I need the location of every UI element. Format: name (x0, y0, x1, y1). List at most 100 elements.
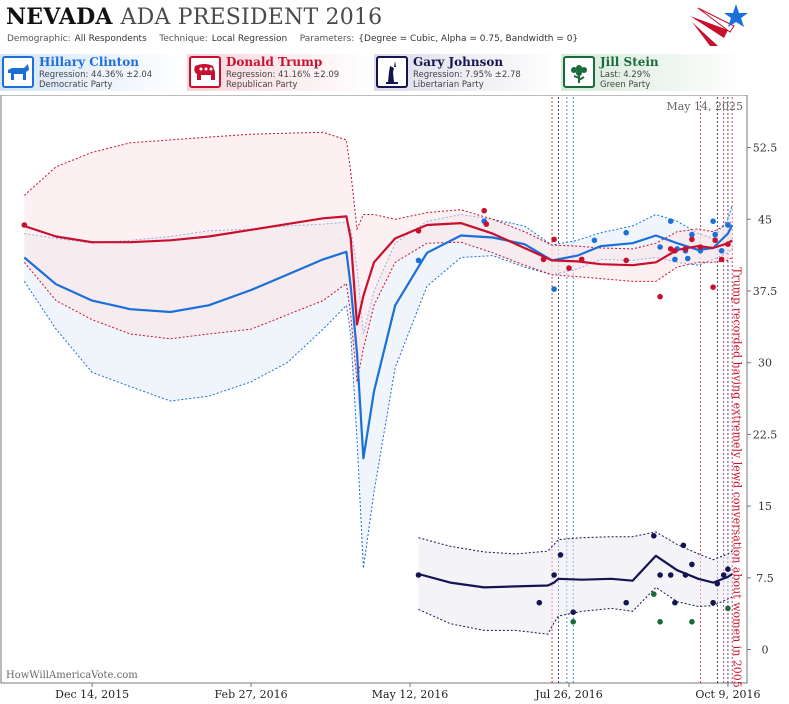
candidate-stein[interactable]: Jill Stein Last: 4.29% Green Party (561, 54, 746, 91)
y-tick-label: 52.5 (753, 142, 778, 155)
data-point (714, 580, 721, 587)
y-tick-label: 7.5 (756, 572, 774, 585)
star-logo-icon[interactable] (688, 2, 750, 48)
data-point (672, 256, 678, 263)
data-point (672, 599, 678, 606)
y-tick-label: 45 (758, 213, 772, 226)
data-point (689, 619, 695, 625)
x-tick-label: Jul 26, 2016 (534, 688, 603, 701)
data-point (682, 246, 689, 252)
data-point (21, 222, 28, 228)
trend-line (418, 554, 733, 589)
x-tick-label: Dec 14, 2015 (55, 688, 129, 701)
data-point (667, 218, 674, 224)
candidate-name: Donald Trump (226, 55, 323, 69)
data-point (712, 237, 718, 244)
event-annotation: Trump recorded having extremely lewd con… (731, 267, 744, 688)
points-jill-stein (570, 591, 731, 625)
x-tick-label: Feb 27, 2016 (215, 688, 288, 701)
data-point (557, 552, 564, 558)
data-point (623, 229, 629, 236)
data-point (551, 236, 557, 243)
x-tick-label: May 12, 2016 (372, 688, 449, 701)
data-point (712, 231, 718, 238)
y-tick-label: 30 (758, 357, 772, 370)
trend-line (23, 224, 734, 460)
candidate-clinton[interactable]: Hillary Clinton Regression: 44.36% ±2.04… (0, 54, 185, 91)
data-point (591, 237, 598, 244)
data-point (415, 257, 422, 264)
data-point (651, 591, 657, 597)
points-donald-trump (21, 207, 731, 300)
candidate-party: Libertarian Party (413, 80, 484, 90)
technique-value: Local Regression (211, 34, 288, 44)
x-tick-label: Oct 9, 2016 (695, 688, 760, 701)
data-point (725, 241, 731, 247)
parameters-value: {Degree = Cubic, Alpha = 0.75, Bandwidth… (358, 34, 579, 44)
data-point (725, 605, 731, 612)
data-point (697, 244, 704, 250)
statue-of-liberty-icon (376, 56, 408, 88)
data-point (536, 599, 543, 606)
header: NEVADA ADA PRESIDENT 2016 Demographic: Al… (0, 0, 789, 50)
data-point (651, 533, 657, 539)
candidate-trump[interactable]: Donald Trump Regression: 41.16% ±2.09 Re… (187, 54, 372, 91)
donkey-icon (2, 56, 34, 88)
data-point (710, 218, 716, 224)
y-tick-label: 22.5 (753, 428, 778, 441)
data-point (657, 293, 663, 300)
candidate-party: Green Party (600, 80, 651, 90)
data-point (481, 207, 488, 214)
y-tick-label: 0 (762, 644, 769, 657)
data-point (540, 256, 547, 263)
data-point (415, 572, 422, 578)
data-point (483, 221, 490, 227)
data-point (415, 228, 422, 234)
data-point (689, 236, 695, 243)
candidate-name: Jill Stein (600, 55, 659, 69)
data-point (672, 248, 678, 254)
data-point (667, 246, 674, 252)
data-point (718, 248, 725, 254)
candidate-legend: Hillary Clinton Regression: 44.36% ±2.04… (0, 54, 789, 92)
data-point (710, 599, 716, 606)
y-tick-label: 37.5 (753, 285, 778, 298)
poll-chart: 0 7.5 15 22.5 30 37.5 45 52.5 Dec 14, 2015 Feb 27… (0, 95, 778, 701)
data-point (578, 256, 585, 263)
data-point (551, 286, 557, 292)
data-point (718, 256, 725, 263)
data-point (570, 619, 576, 625)
data-point (682, 572, 689, 578)
candidate-last-value: Last: 4.29% (600, 70, 651, 80)
data-point (623, 257, 629, 264)
state-name: NEVADA (6, 4, 113, 30)
data-point (657, 572, 663, 578)
points-gary-johnson (415, 533, 731, 615)
demographic-value: All Respondents (74, 34, 147, 44)
candidate-name: Gary Johnson (413, 55, 504, 69)
candidate-party: Republican Party (226, 80, 298, 90)
data-point (570, 609, 576, 615)
trend-line (23, 215, 733, 326)
demographic-label: Demographic: (7, 34, 71, 44)
candidate-regression: Regression: 41.16% ±2.09 (226, 70, 340, 80)
data-point (725, 222, 731, 228)
data-point (684, 255, 691, 262)
data-point (566, 265, 572, 271)
data-point (623, 599, 629, 606)
candidate-regression: Regression: 44.36% ±2.04 (39, 70, 153, 80)
lower-bound-line (23, 241, 733, 382)
race-name: ADA PRESIDENT 2016 (120, 5, 383, 30)
y-tick-label: 15 (758, 500, 772, 513)
lower-bound-line (418, 586, 733, 635)
candidate-johnson[interactable]: Gary Johnson Regression: 7.95% ±2.78 Lib… (374, 54, 559, 91)
page-title: NEVADA ADA PRESIDENT 2016 (6, 4, 382, 30)
flower-icon (563, 56, 595, 88)
candidate-party: Democratic Party (39, 80, 113, 90)
date-stamp: May 14, 2025 (666, 100, 743, 113)
data-point (720, 572, 727, 578)
data-point (680, 542, 687, 549)
candidate-name: Hillary Clinton (39, 55, 139, 69)
elephant-icon (189, 56, 221, 88)
technique-label: Technique: (159, 34, 208, 44)
